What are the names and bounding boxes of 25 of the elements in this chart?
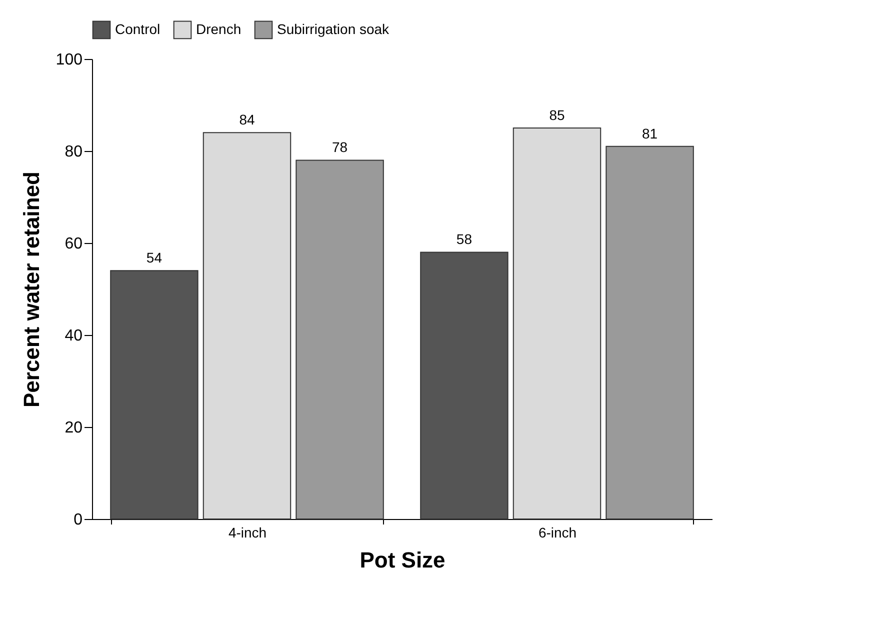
bar [202,132,292,520]
y-tick-label: 80 [64,144,83,160]
data-label: 58 [456,231,472,248]
bar [606,146,694,520]
y-axis-title: Percent water retained [18,172,44,408]
bar [110,270,198,520]
data-label: 78 [332,139,348,156]
legend-label: Subirrigation soak [277,20,390,37]
y-tick-label: 60 [64,236,83,252]
data-label: 54 [146,250,162,266]
bar [512,128,602,520]
y-tick-label: 100 [56,52,83,68]
data-label: 84 [239,112,255,128]
legend-label: Control [115,20,160,37]
bar [420,252,508,520]
legend-label: Drench [196,20,242,37]
data-label: 81 [642,125,658,142]
x-axis-title: Pot Size [360,548,446,572]
bar [296,160,384,520]
y-tick-label: 0 [74,512,83,528]
data-label: 85 [549,107,565,123]
x-tick-label: 4-inch [228,524,267,540]
y-tick-label: 20 [64,420,83,436]
x-tick-label: 6-inch [538,524,577,540]
y-tick-label: 40 [64,328,83,344]
